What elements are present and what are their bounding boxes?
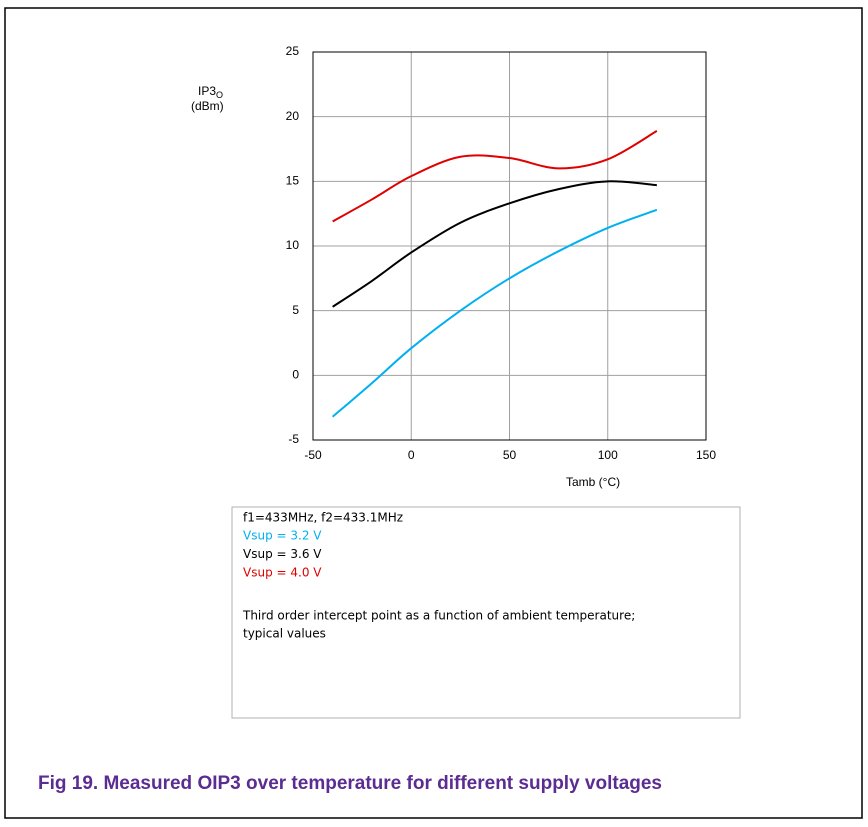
- plot-frame: [312, 51, 707, 441]
- y-tick-label: 5: [292, 303, 299, 317]
- y-tick-label: 20: [286, 109, 300, 123]
- y-axis-unit: (dBm): [191, 99, 224, 113]
- legend-entry: Vsup = 3.6 V: [243, 547, 322, 561]
- page-frame: [4, 7, 863, 819]
- y-label-main: IP3: [198, 84, 216, 98]
- y-axis-label: IP3O: [198, 84, 223, 100]
- y-tick-label: 15: [286, 174, 300, 188]
- y-tick-label: 25: [286, 44, 300, 58]
- legend-header: f1=433MHz, f2=433.1MHz: [243, 511, 403, 525]
- legend-box: [231, 506, 741, 719]
- legend-entry: Vsup = 3.2 V: [243, 529, 322, 543]
- y-tick-label: 0: [292, 368, 299, 382]
- series-line: [331, 208, 658, 418]
- y-label-sub: O: [216, 90, 223, 100]
- x-tick-label: 50: [503, 448, 517, 462]
- note: Third order intercept point as a functio…: [242, 609, 635, 623]
- y-tick-label: -5: [288, 432, 299, 446]
- x-axis-label: Tamb (°C): [566, 475, 620, 489]
- y-tick-label: 10: [286, 238, 300, 252]
- x-tick-label: -50: [304, 448, 322, 462]
- x-tick-label: 150: [696, 448, 716, 462]
- x-tick-label: 0: [408, 448, 415, 462]
- caption: Fig 19. Measured OIP3 over temperature f…: [38, 773, 662, 794]
- series-line: [332, 180, 657, 308]
- series-line: [332, 130, 658, 223]
- legend-entry: Vsup = 4.0 V: [243, 566, 322, 580]
- x-tick-label: 100: [598, 448, 618, 462]
- note: typical values: [243, 627, 326, 641]
